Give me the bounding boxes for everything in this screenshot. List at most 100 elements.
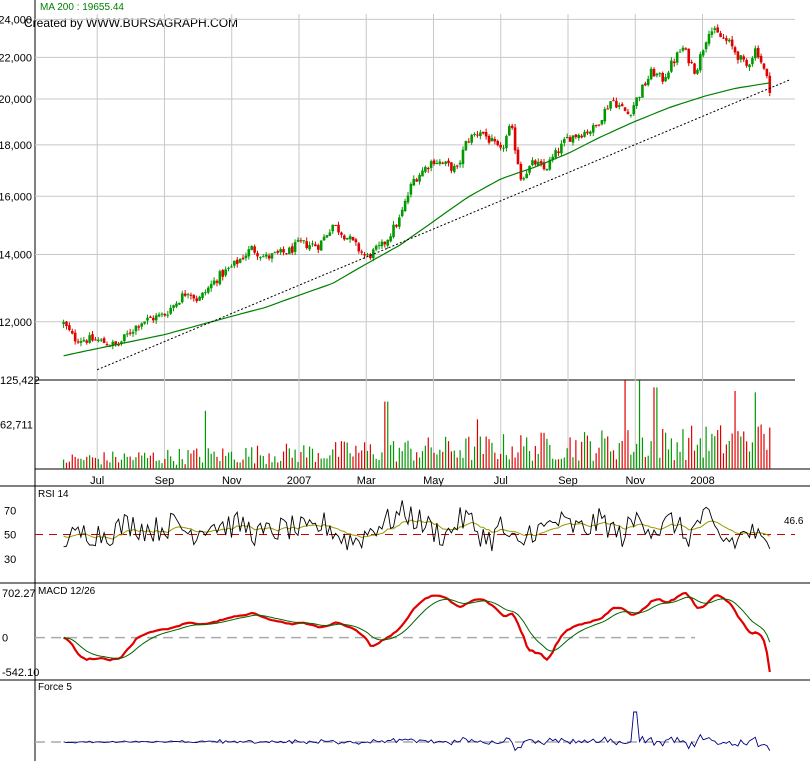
candle-body	[594, 124, 598, 126]
candle-body	[447, 160, 450, 164]
candle-body	[571, 135, 575, 143]
candle-body	[713, 28, 717, 30]
macd-line	[63, 591, 771, 673]
candle-body	[212, 280, 216, 285]
candle-body	[754, 48, 757, 59]
candle-body	[638, 97, 641, 99]
candle-body	[264, 254, 268, 257]
candle-body	[426, 167, 430, 170]
price-tick-label: 18,000	[0, 140, 32, 152]
candle-body	[99, 339, 103, 341]
candle-body	[418, 174, 421, 182]
candle-body	[149, 316, 152, 318]
candle-body	[305, 241, 308, 248]
candle-body	[123, 334, 126, 342]
candle-body	[218, 271, 222, 285]
candle-body	[70, 330, 74, 334]
candle-body	[172, 305, 175, 308]
candle-body	[380, 241, 384, 247]
candle-body	[82, 340, 86, 342]
candle-body	[169, 307, 172, 314]
candle-body	[79, 341, 83, 343]
candle-body	[403, 200, 407, 211]
candle-body	[600, 120, 604, 125]
candle-body	[644, 83, 647, 86]
candle-body	[76, 341, 80, 343]
candle-body	[441, 162, 445, 164]
candle-body	[111, 341, 115, 347]
candle-body	[684, 48, 688, 50]
candle-body	[328, 232, 332, 236]
candle-body	[285, 253, 288, 255]
candle-body	[424, 166, 427, 172]
candle-body	[499, 144, 502, 148]
rsi-tick-label: 30	[4, 554, 16, 566]
candle-body	[227, 267, 230, 269]
candle-body	[762, 63, 766, 69]
candle-body	[204, 292, 207, 294]
candle-body	[513, 127, 517, 151]
candle-body	[765, 68, 769, 77]
candle-body	[337, 224, 340, 233]
candle-body	[143, 321, 146, 324]
candle-body	[409, 184, 413, 195]
candle-body	[719, 33, 722, 37]
candle-body	[398, 217, 401, 227]
candle-body	[247, 249, 251, 257]
candle-body	[693, 63, 696, 74]
candle-body	[525, 173, 528, 179]
candle-body	[235, 259, 239, 264]
rsi-last-value: 46.6	[784, 516, 804, 527]
candle-body	[727, 39, 731, 42]
candle-body	[120, 341, 123, 344]
force-label: Force 5	[38, 682, 72, 693]
candle-body	[302, 240, 306, 242]
candle-body	[435, 163, 439, 165]
candle-body	[348, 236, 352, 240]
candle-body	[493, 139, 497, 142]
candle-body	[180, 293, 184, 303]
candle-body	[65, 321, 68, 327]
candle-body	[496, 140, 500, 146]
candle-body	[345, 237, 349, 240]
candle-body	[481, 131, 485, 134]
candle-body	[233, 260, 236, 266]
candle-body	[568, 137, 572, 142]
candle-body	[704, 42, 708, 50]
candle-body	[386, 239, 390, 246]
candle-body	[230, 266, 233, 268]
candle-body	[655, 73, 659, 76]
candle-body	[733, 47, 737, 53]
candle-body	[91, 334, 94, 341]
candle-body	[392, 224, 395, 238]
candle-body	[192, 295, 196, 299]
candle-body	[646, 78, 650, 85]
candle-body	[696, 69, 699, 74]
macd-tick-label: 702.27	[2, 588, 36, 600]
candle-body	[450, 162, 453, 171]
candle-body	[117, 344, 120, 346]
macd-tick-label: 0	[2, 633, 8, 645]
candle-body	[545, 168, 549, 171]
candle-body	[432, 160, 436, 165]
candle-body	[325, 235, 329, 238]
candle-body	[487, 136, 491, 143]
candle-body	[707, 34, 711, 44]
candle-body	[102, 338, 106, 344]
rsi-line	[63, 500, 771, 552]
candle-body	[742, 56, 746, 60]
ma-200-line	[63, 82, 770, 357]
candle-body	[157, 314, 161, 317]
candle-body	[586, 131, 589, 134]
candle-body	[531, 160, 534, 166]
candle-body	[678, 51, 682, 53]
candle-body	[85, 340, 89, 343]
candle-body	[664, 77, 667, 82]
candle-body	[438, 161, 442, 164]
candle-body	[554, 150, 557, 158]
candle-body	[377, 245, 381, 247]
candle-body	[615, 100, 618, 108]
candle-body	[542, 162, 546, 170]
candle-body	[73, 332, 77, 342]
candle-body	[369, 254, 372, 259]
